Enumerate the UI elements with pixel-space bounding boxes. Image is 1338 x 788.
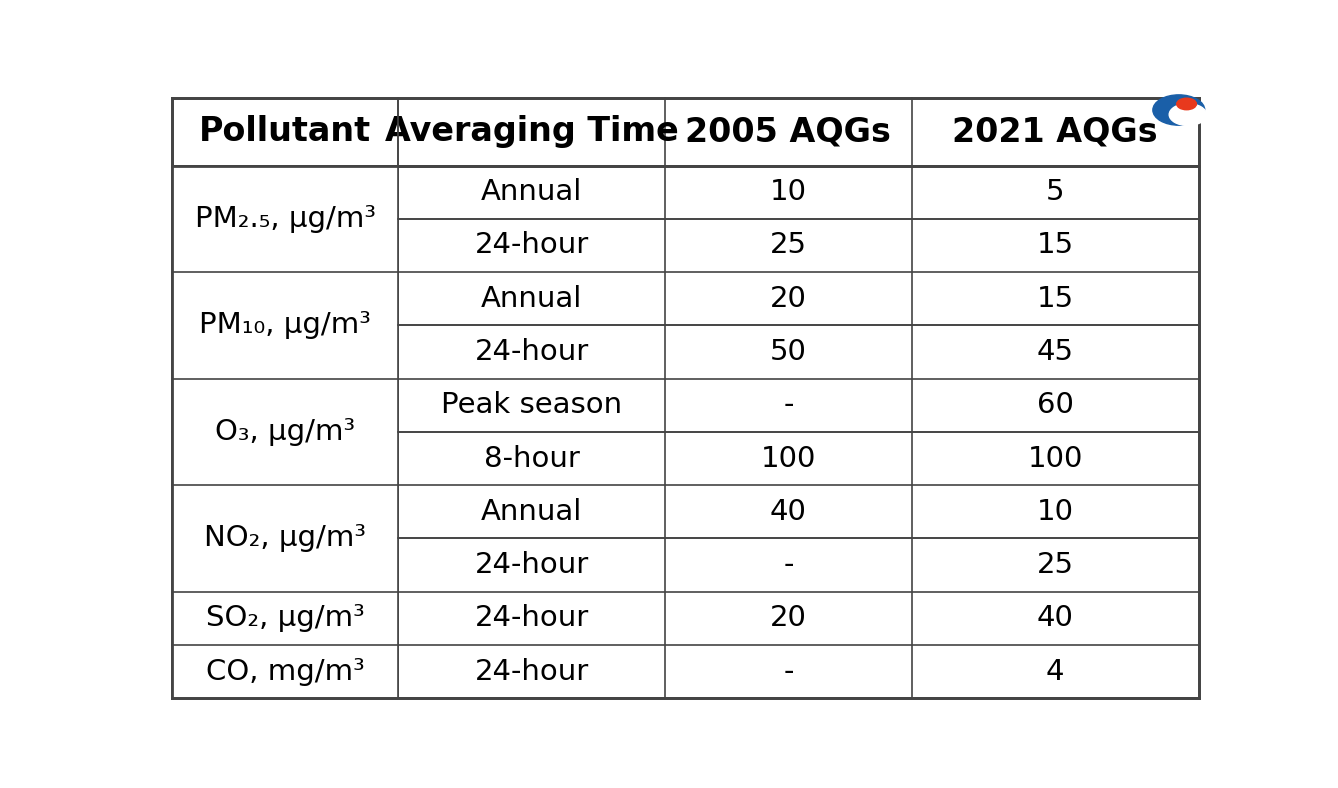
- Text: Averaging Time: Averaging Time: [385, 115, 678, 148]
- Bar: [173, 272, 399, 325]
- Text: Annual: Annual: [482, 284, 582, 313]
- Text: NO₂, μg/m³: NO₂, μg/m³: [205, 525, 367, 552]
- Text: 5: 5: [1046, 178, 1065, 206]
- Text: 24-hour: 24-hour: [475, 658, 589, 686]
- Bar: [173, 645, 399, 698]
- Text: 25: 25: [1037, 551, 1074, 579]
- Text: 10: 10: [769, 178, 807, 206]
- Text: Peak season: Peak season: [442, 392, 622, 419]
- Text: 10: 10: [1037, 498, 1074, 526]
- Text: 2005 AQGs: 2005 AQGs: [685, 115, 891, 148]
- Text: 100: 100: [1028, 444, 1082, 473]
- Circle shape: [1176, 98, 1196, 110]
- Text: Annual: Annual: [482, 498, 582, 526]
- Bar: [173, 219, 399, 272]
- Text: PM₁₀, μg/m³: PM₁₀, μg/m³: [199, 311, 372, 340]
- Text: 2021 AQGs: 2021 AQGs: [953, 115, 1159, 148]
- Text: Annual: Annual: [482, 178, 582, 206]
- Bar: [173, 165, 399, 219]
- Text: 50: 50: [769, 338, 807, 366]
- Text: 4: 4: [1046, 658, 1065, 686]
- Text: 24-hour: 24-hour: [475, 338, 589, 366]
- Text: -: -: [783, 392, 793, 419]
- Text: 15: 15: [1037, 232, 1074, 259]
- Text: 24-hour: 24-hour: [475, 232, 589, 259]
- Text: 20: 20: [769, 284, 807, 313]
- Text: 25: 25: [769, 232, 807, 259]
- Text: -: -: [783, 658, 793, 686]
- Text: 60: 60: [1037, 392, 1073, 419]
- Bar: [173, 485, 399, 538]
- Text: O₃, μg/m³: O₃, μg/m³: [215, 418, 356, 446]
- Text: 24-hour: 24-hour: [475, 604, 589, 633]
- Bar: [173, 432, 399, 485]
- Text: Pollutant: Pollutant: [199, 115, 372, 148]
- Text: 15: 15: [1037, 284, 1074, 313]
- Bar: [173, 325, 399, 379]
- Bar: [173, 379, 399, 432]
- Text: PM₂.₅, μg/m³: PM₂.₅, μg/m³: [195, 205, 376, 232]
- Text: 40: 40: [769, 498, 807, 526]
- Text: CO, mg/m³: CO, mg/m³: [206, 658, 365, 686]
- Text: 40: 40: [1037, 604, 1073, 633]
- Circle shape: [1153, 95, 1204, 125]
- Text: SO₂, μg/m³: SO₂, μg/m³: [206, 604, 365, 633]
- Bar: [173, 538, 399, 592]
- Text: 45: 45: [1037, 338, 1074, 366]
- Text: 24-hour: 24-hour: [475, 551, 589, 579]
- Text: 20: 20: [769, 604, 807, 633]
- Text: -: -: [783, 551, 793, 579]
- Text: 100: 100: [761, 444, 816, 473]
- Text: 8-hour: 8-hour: [484, 444, 579, 473]
- Circle shape: [1169, 104, 1207, 125]
- Bar: [173, 592, 399, 645]
